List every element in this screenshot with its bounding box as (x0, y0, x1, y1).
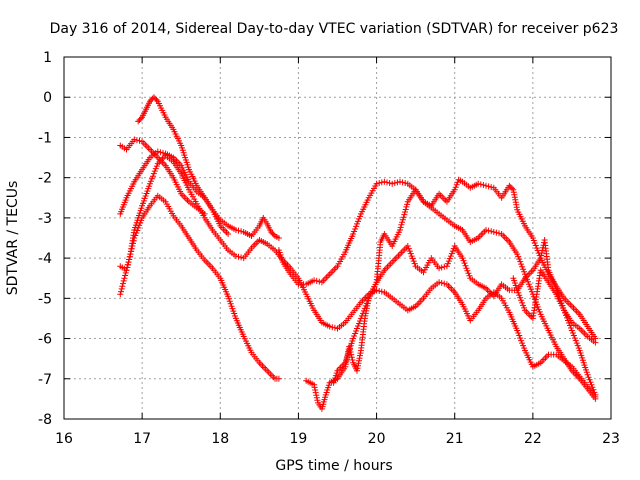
series-markers (117, 136, 208, 217)
y-axis-label: SDTVAR / TECUs (5, 181, 21, 296)
y-tick-label: -1 (38, 130, 52, 146)
series-markers (135, 94, 232, 237)
x-axis-label: GPS time / hours (275, 458, 392, 474)
x-tick-label: 23 (602, 431, 620, 447)
y-tick-label: 0 (43, 90, 52, 106)
x-tick-label: 21 (446, 431, 464, 447)
y-tick-label: -3 (38, 211, 52, 227)
series-markers (510, 267, 599, 346)
axis-ticks: 16 17 18 19 20 21 22 23 -8 -7 -6 -5 -4 -3 -2 -1 0 1 (38, 50, 620, 447)
x-tick-label: 17 (133, 431, 151, 447)
series-track-8 (330, 237, 599, 398)
y-tick-label: -8 (38, 412, 52, 428)
series-track-4 (135, 94, 232, 237)
y-tick-label: -5 (38, 291, 52, 307)
x-tick-label: 20 (368, 431, 386, 447)
plot-border (63, 56, 612, 420)
y-tick-label: -2 (38, 171, 52, 187)
y-tick-label: -7 (38, 372, 52, 388)
series-track-9 (510, 267, 599, 346)
x-tick-label: 18 (211, 431, 229, 447)
x-tick-label: 19 (290, 431, 308, 447)
series-track-5 (117, 136, 208, 217)
y-tick-label: -4 (38, 251, 52, 267)
series-markers (330, 237, 599, 398)
series-markers (117, 152, 599, 400)
x-tick-label: 22 (524, 431, 542, 447)
series-track-3 (117, 152, 599, 400)
y-tick-label: -6 (38, 332, 52, 348)
y-tick-label: 1 (43, 50, 52, 66)
data-points (117, 94, 599, 412)
x-tick-label: 16 (55, 431, 73, 447)
chart-title: Day 316 of 2014, Sidereal Day-to-day VTE… (50, 21, 619, 37)
